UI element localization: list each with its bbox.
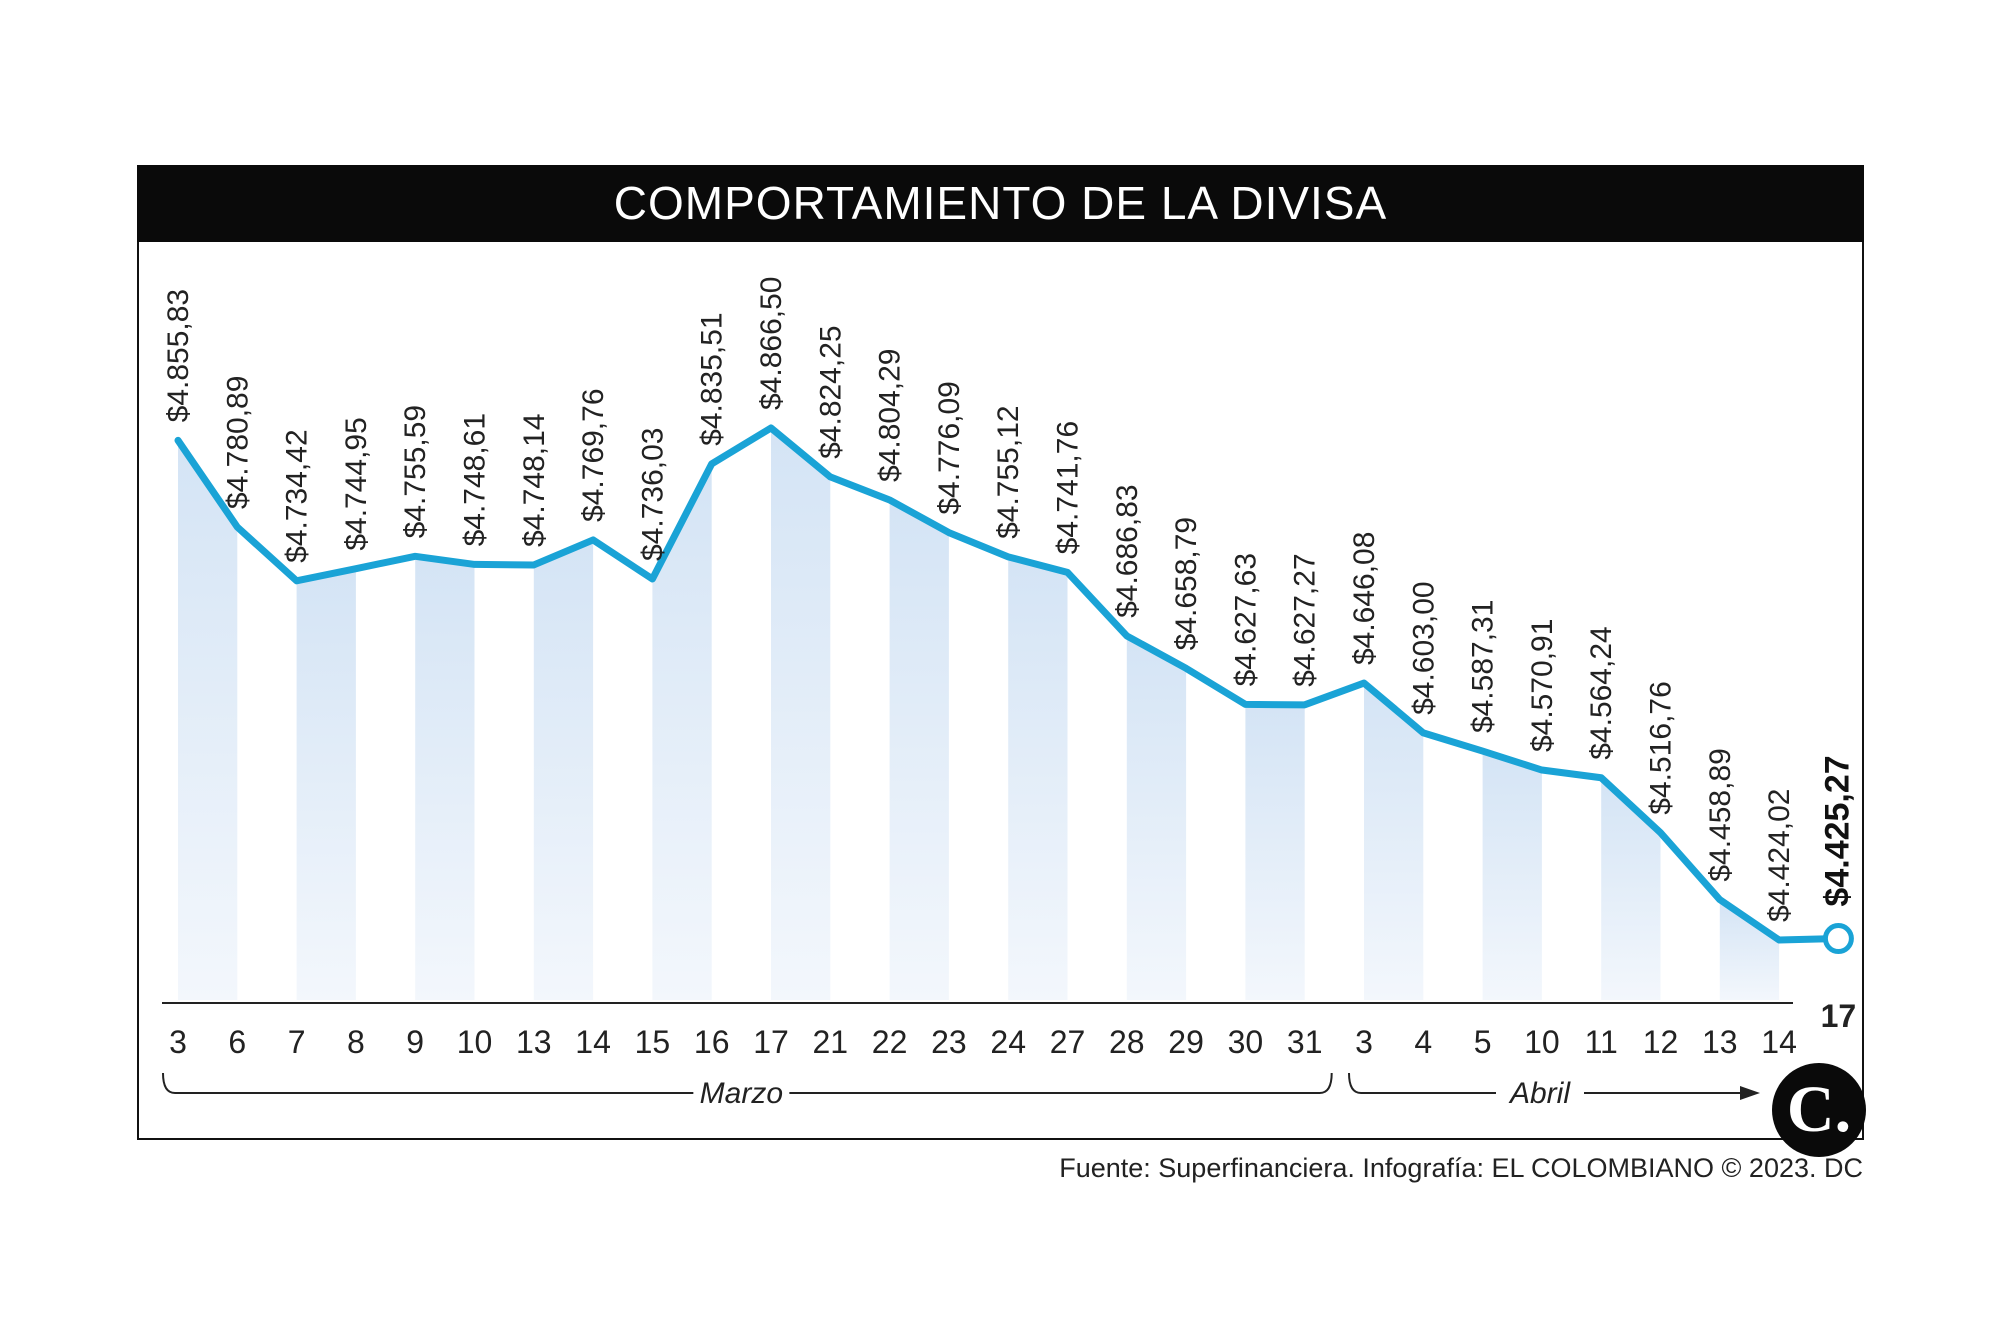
- x-tick-label: 27: [1050, 1024, 1086, 1060]
- x-tick-label: 13: [516, 1024, 552, 1060]
- x-tick-label: 29: [1168, 1024, 1204, 1060]
- value-label: $4.755,59: [399, 405, 432, 538]
- area-band: [889, 499, 949, 1000]
- x-tick-label: 11: [1585, 1024, 1618, 1060]
- area-band: [1364, 683, 1424, 1000]
- x-tick-label: 6: [228, 1024, 246, 1060]
- x-tick-label: 3: [1355, 1024, 1373, 1060]
- x-tick-label: 22: [872, 1024, 908, 1060]
- el-colombiano-logo: C.: [1772, 1063, 1866, 1157]
- chart-title: COMPORTAMIENTO DE LA DIVISA: [137, 165, 1864, 242]
- value-label: $4.835,51: [696, 312, 729, 445]
- value-label: $4.780,89: [221, 376, 254, 509]
- area-band: [1482, 751, 1542, 1000]
- area-band: [1601, 777, 1661, 1000]
- series-line: [174, 424, 1842, 944]
- x-tick-label: 30: [1228, 1024, 1264, 1060]
- x-tick-label: 17: [753, 1024, 789, 1060]
- value-label: $4.748,14: [518, 413, 551, 546]
- area-band: [652, 463, 712, 1000]
- area-band: [178, 440, 238, 1000]
- value-label: $4.866,50: [755, 277, 788, 410]
- area-band: [296, 568, 356, 1000]
- x-tick-label: 5: [1474, 1024, 1492, 1060]
- area-band: [1126, 635, 1187, 1000]
- value-label: $4.734,42: [281, 429, 314, 562]
- value-label: $4.570,91: [1526, 619, 1559, 752]
- x-tick-label: 28: [1109, 1024, 1145, 1060]
- area-band: [771, 428, 831, 1000]
- x-tick-label: 8: [347, 1024, 365, 1060]
- x-tick-label: 13: [1702, 1024, 1738, 1060]
- x-tick-label: 16: [694, 1024, 730, 1060]
- value-label: $4.741,76: [1052, 421, 1085, 554]
- x-tick-label: 21: [813, 1024, 849, 1060]
- value-label: $4.424,02: [1763, 789, 1796, 922]
- value-label: $4.564,24: [1585, 626, 1618, 759]
- value-label: $4.755,12: [992, 405, 1025, 538]
- x-tick-label: 7: [288, 1024, 306, 1060]
- area-band: [533, 539, 594, 1000]
- value-label: $4.603,00: [1407, 581, 1440, 714]
- value-label: $4.627,27: [1289, 553, 1322, 686]
- value-label: $4.824,25: [814, 325, 847, 458]
- value-label: $4.748,61: [459, 413, 492, 546]
- x-tick-label: 12: [1643, 1024, 1679, 1060]
- month-label: Marzo: [700, 1077, 783, 1110]
- source-credit: Fuente: Superfinanciera. Infografía: EL …: [1059, 1153, 1863, 1183]
- value-label: $4.744,95: [340, 417, 373, 550]
- value-label: $4.855,83: [162, 289, 195, 422]
- value-label: $4.587,31: [1467, 600, 1500, 733]
- x-tick-label: 31: [1287, 1024, 1323, 1060]
- value-label: $4.686,83: [1111, 484, 1144, 617]
- x-tick-label: 9: [406, 1024, 424, 1060]
- x-tick-label: 14: [1761, 1024, 1797, 1060]
- x-tick-label: 10: [1524, 1024, 1560, 1060]
- month-bracket-right: [789, 1072, 1333, 1094]
- value-label: $4.776,09: [933, 381, 966, 514]
- value-label: $4.658,79: [1170, 517, 1203, 650]
- last-point-marker: [1822, 923, 1854, 955]
- value-label: $4.516,76: [1645, 681, 1678, 814]
- area-band: [1719, 899, 1780, 1000]
- area-band: [1245, 704, 1305, 1000]
- x-tick-label: 23: [931, 1024, 967, 1060]
- x-tick-label: 14: [575, 1024, 611, 1060]
- month-label: Abril: [1508, 1077, 1571, 1110]
- value-label: $4.627,63: [1229, 553, 1262, 686]
- month-bracket-left: [1348, 1072, 1496, 1094]
- x-tick-label: 4: [1414, 1024, 1432, 1060]
- arrow-right-icon: [1740, 1086, 1760, 1100]
- x-tick-label: 24: [990, 1024, 1026, 1060]
- x-tick-label: 3: [169, 1024, 187, 1060]
- x-tick-label: 17: [1821, 998, 1857, 1034]
- value-label: $4.769,76: [577, 388, 610, 521]
- value-label: $4.458,89: [1704, 748, 1737, 881]
- x-tick-label: 10: [457, 1024, 493, 1060]
- area-band: [415, 556, 475, 1000]
- value-label: $4.425,27: [1818, 755, 1856, 906]
- x-tick-label: 15: [635, 1024, 671, 1060]
- value-label: $4.646,08: [1348, 532, 1381, 665]
- value-label: $4.804,29: [874, 349, 907, 482]
- area-band: [1008, 556, 1068, 1000]
- value-label: $4.736,03: [636, 428, 669, 561]
- month-bracket-left: [162, 1072, 694, 1094]
